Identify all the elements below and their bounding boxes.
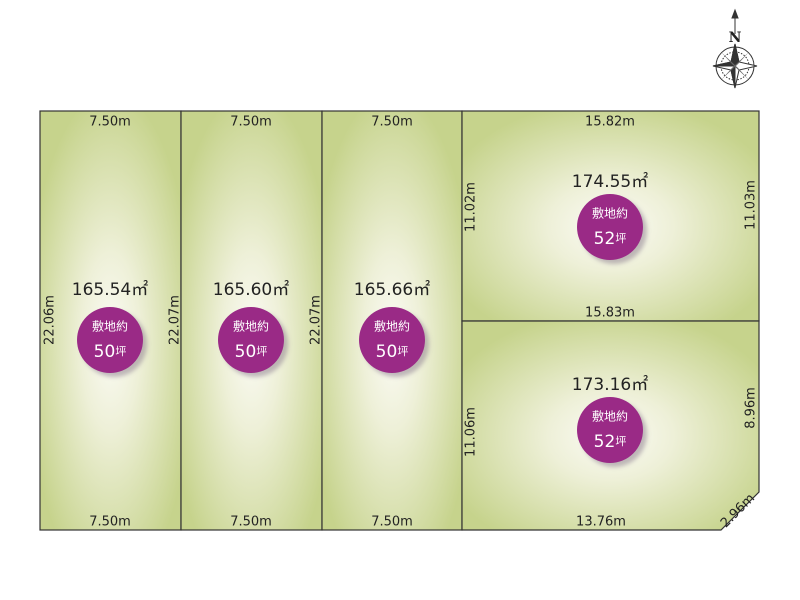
dimension: 11.03m — [744, 180, 759, 230]
tsubo-unit: 坪 — [397, 345, 408, 358]
tsubo-unit: 坪 — [256, 345, 267, 358]
dimension: 22.06m — [43, 295, 58, 345]
dimension: 7.50m — [371, 515, 413, 530]
badge-tsubo: 50坪 — [376, 342, 409, 362]
tsubo-value: 52 — [594, 432, 616, 452]
lot-area: 174.55㎡ — [572, 172, 648, 192]
tsubo-unit: 坪 — [115, 345, 126, 358]
compass-label: N — [729, 30, 742, 46]
lot-area: 165.66㎡ — [354, 280, 430, 300]
dimension: 7.50m — [89, 515, 131, 530]
dimension: 7.50m — [230, 515, 272, 530]
dimension: 13.76m — [576, 515, 626, 530]
lot-area: 173.16㎡ — [572, 375, 648, 395]
tsubo-value: 50 — [376, 342, 398, 362]
badge-label: 敷地約 — [592, 409, 628, 424]
badge — [359, 307, 425, 373]
dimension: 22.07m — [168, 295, 183, 345]
dimension: 7.50m — [230, 115, 272, 130]
tsubo-unit: 坪 — [615, 435, 626, 448]
badge-label: 敷地約 — [92, 319, 128, 334]
lot-area: 165.54㎡ — [72, 280, 148, 300]
badge-tsubo: 50坪 — [94, 342, 127, 362]
dimension: 22.07m — [309, 295, 324, 345]
dimension: 11.02m — [464, 182, 479, 232]
dimension: 8.96m — [744, 387, 759, 429]
tsubo-value: 50 — [235, 342, 257, 362]
compass — [712, 8, 758, 89]
dimension: 15.83m — [585, 306, 635, 321]
badge-label: 敷地約 — [374, 319, 410, 334]
tsubo-value: 50 — [94, 342, 116, 362]
badge-label: 敷地約 — [592, 206, 628, 221]
badge — [577, 194, 643, 260]
badge — [77, 307, 143, 373]
badge — [577, 397, 643, 463]
lot-area: 165.60㎡ — [213, 280, 289, 300]
badge-tsubo: 50坪 — [235, 342, 268, 362]
lot — [461, 110, 760, 322]
tsubo-unit: 坪 — [615, 232, 626, 245]
dimension: 7.50m — [89, 115, 131, 130]
badge-label: 敷地約 — [233, 319, 269, 334]
tsubo-value: 52 — [594, 229, 616, 249]
badge-tsubo: 52坪 — [594, 229, 627, 249]
badge — [218, 307, 284, 373]
badge-tsubo: 52坪 — [594, 432, 627, 452]
dimension: 15.82m — [585, 115, 635, 130]
dimension: 7.50m — [371, 115, 413, 130]
dimension: 11.06m — [464, 407, 479, 457]
